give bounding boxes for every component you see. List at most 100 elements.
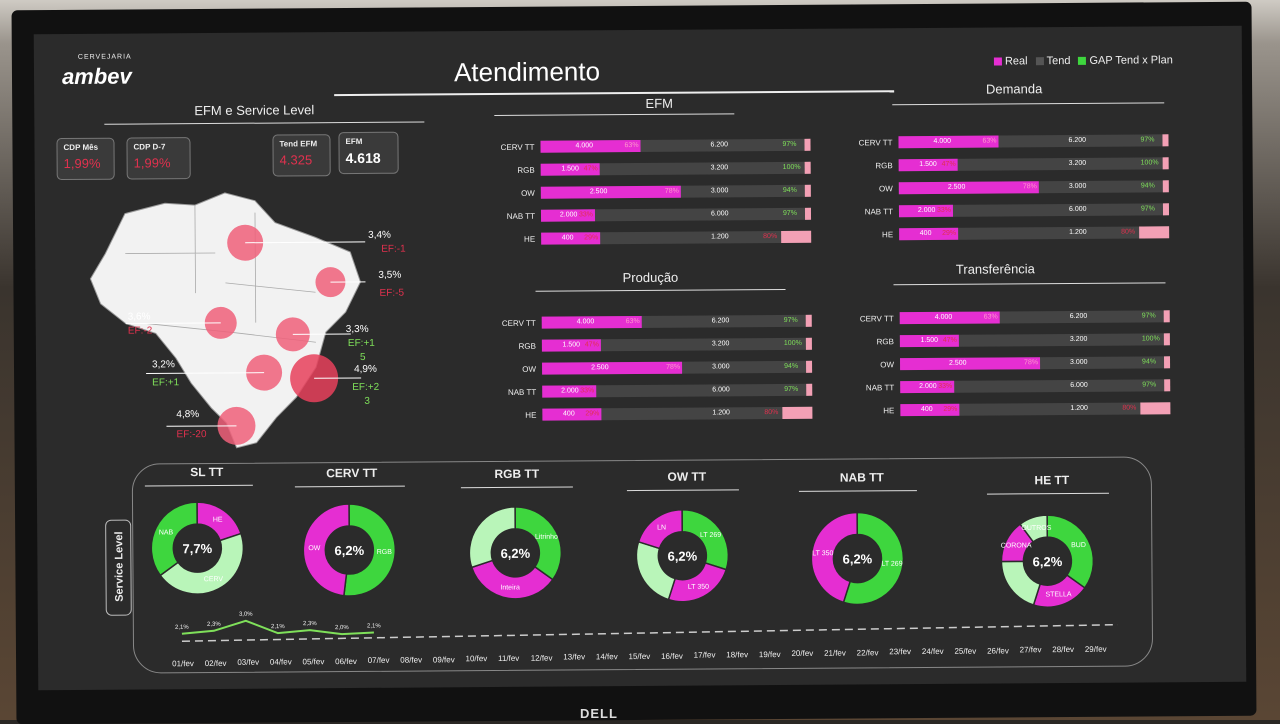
legend-item: GAP Tend x Plan <box>1078 54 1172 67</box>
legend-label: Tend <box>1047 55 1071 67</box>
kpi-value: 4.325 <box>280 152 324 167</box>
bar-real-pct: 29% <box>585 410 599 417</box>
date-tick: 01/fev <box>172 659 194 668</box>
bar-gap-value: 97% <box>1140 136 1154 143</box>
donut-slice-label: NAB <box>159 529 174 536</box>
donut-slice-label: LN <box>657 525 666 532</box>
legend-swatch <box>1036 57 1044 65</box>
bar-gap <box>1164 333 1170 345</box>
donut-center-value: 7,7% <box>182 541 212 556</box>
bar-real[interactable] <box>542 362 682 375</box>
date-tick: 16/fev <box>661 651 683 660</box>
date-tick: 03/fev <box>237 658 259 667</box>
bar-gap <box>806 361 812 373</box>
donut-slice-label: LT 269 <box>881 561 902 568</box>
bar-tend-value: 6.200 <box>712 317 730 324</box>
trend-point-label: 2,0% <box>335 625 349 631</box>
bar-tend-value: 3.000 <box>1070 359 1088 366</box>
trend-point-label: 2,1% <box>175 625 189 631</box>
date-tick: 23/fev <box>889 648 911 657</box>
bar-real-value: 2.000 <box>561 387 579 394</box>
kpi-label: CDP D-7 <box>133 142 183 151</box>
region-pct: 3,4% <box>368 230 391 241</box>
bar-real[interactable] <box>900 357 1040 370</box>
bar-gap-value: 97% <box>1141 205 1155 212</box>
date-tick: 18/fev <box>726 650 748 659</box>
bar-gap-value: 97% <box>782 141 796 148</box>
bar-category: NAB TT <box>854 383 894 392</box>
bar-gap-value: 100% <box>1142 335 1160 342</box>
bar-real[interactable] <box>899 181 1039 194</box>
bar-real-pct: 63% <box>624 142 638 149</box>
bar-gap-value: 100% <box>1141 159 1159 166</box>
date-tick: 27/fev <box>1020 645 1042 654</box>
donut-slice-label: LT 350 <box>688 584 709 591</box>
brand-small: CERVEJARIA <box>78 54 132 61</box>
kpi-tend-efm: Tend EFM 4.325 <box>272 134 330 176</box>
region-pct: 4,9% <box>354 364 377 375</box>
trend-point-label: 2,1% <box>367 623 381 629</box>
bar-gap-value: 94% <box>1141 182 1155 189</box>
bar-gap-value: 94% <box>784 363 798 370</box>
region-ef: EF:+2 <box>352 382 379 393</box>
bar-gap <box>806 338 812 350</box>
bar-tend-value: 3.200 <box>712 340 730 347</box>
service-level-tag-label: Service Level <box>113 524 126 610</box>
bar-gap-value: 80% <box>1121 229 1135 236</box>
bar-tend-value: 1.200 <box>712 409 730 416</box>
bar-real-pct: 78% <box>666 364 680 371</box>
bar-real-pct: 78% <box>1024 359 1038 366</box>
bar-gap-value: 94% <box>1142 358 1156 365</box>
date-tick: 19/fev <box>759 650 781 659</box>
donut-center-value: 6,2% <box>1033 554 1063 569</box>
date-tick: 07/fev <box>368 656 390 665</box>
bar-gap <box>782 407 812 419</box>
region-ef-suffix: 5 <box>360 352 366 363</box>
bar-tend-value: 6.200 <box>1070 313 1088 320</box>
bar-gap-value: 94% <box>783 187 797 194</box>
donut-title: OW TT <box>637 469 737 484</box>
bar-real-pct: 47% <box>942 161 956 168</box>
bar-real[interactable] <box>541 186 681 199</box>
bar-real-pct: 47% <box>585 341 599 348</box>
bar-real-pct: 29% <box>584 234 598 241</box>
kpi-label: EFM <box>345 137 391 146</box>
date-tick: 10/fev <box>465 654 487 663</box>
region-ef: EF:+1 <box>348 338 375 349</box>
donut-title: HE TT <box>1002 473 1102 488</box>
date-tick: 28/fev <box>1052 645 1074 654</box>
bar-real-value: 400 <box>921 406 933 413</box>
bar-gap-value: 97% <box>783 210 797 217</box>
legend-label: Real <box>1005 55 1028 67</box>
bar-gap <box>1164 310 1170 322</box>
region-ef: EF:-1 <box>381 244 406 255</box>
date-tick: 22/fev <box>857 648 879 657</box>
date-tick: 09/fev <box>433 655 455 664</box>
bar-real-value: 400 <box>562 234 574 241</box>
donut-slice[interactable] <box>668 563 726 602</box>
date-tick: 25/fev <box>954 646 976 655</box>
date-tick: 21/fev <box>824 649 846 658</box>
kpi-value: 4.618 <box>346 150 392 166</box>
bar-gap <box>1163 157 1169 169</box>
date-tick: 26/fev <box>987 646 1009 655</box>
donut-title: CERV TT <box>302 466 402 481</box>
donut-center-value: 6,2% <box>843 551 873 566</box>
bar-real-pct: 33% <box>579 211 593 218</box>
bar-gap-value: 100% <box>784 340 802 347</box>
bar-category: HE <box>854 406 894 415</box>
bar-gap-value: 97% <box>784 386 798 393</box>
panel-title: Demanda <box>934 81 1094 97</box>
trend-point-label: 2,1% <box>271 624 285 630</box>
bar-tend-value: 6.000 <box>1069 206 1087 213</box>
bar-gap <box>804 139 810 151</box>
bar-gap-value: 80% <box>1122 405 1136 412</box>
bar-real-pct: 47% <box>584 165 598 172</box>
trend-point-label: 3,0% <box>239 612 253 618</box>
donut-slice[interactable] <box>151 502 198 575</box>
bar-real-value: 4.000 <box>935 314 953 321</box>
bar-category: HE <box>496 411 536 420</box>
